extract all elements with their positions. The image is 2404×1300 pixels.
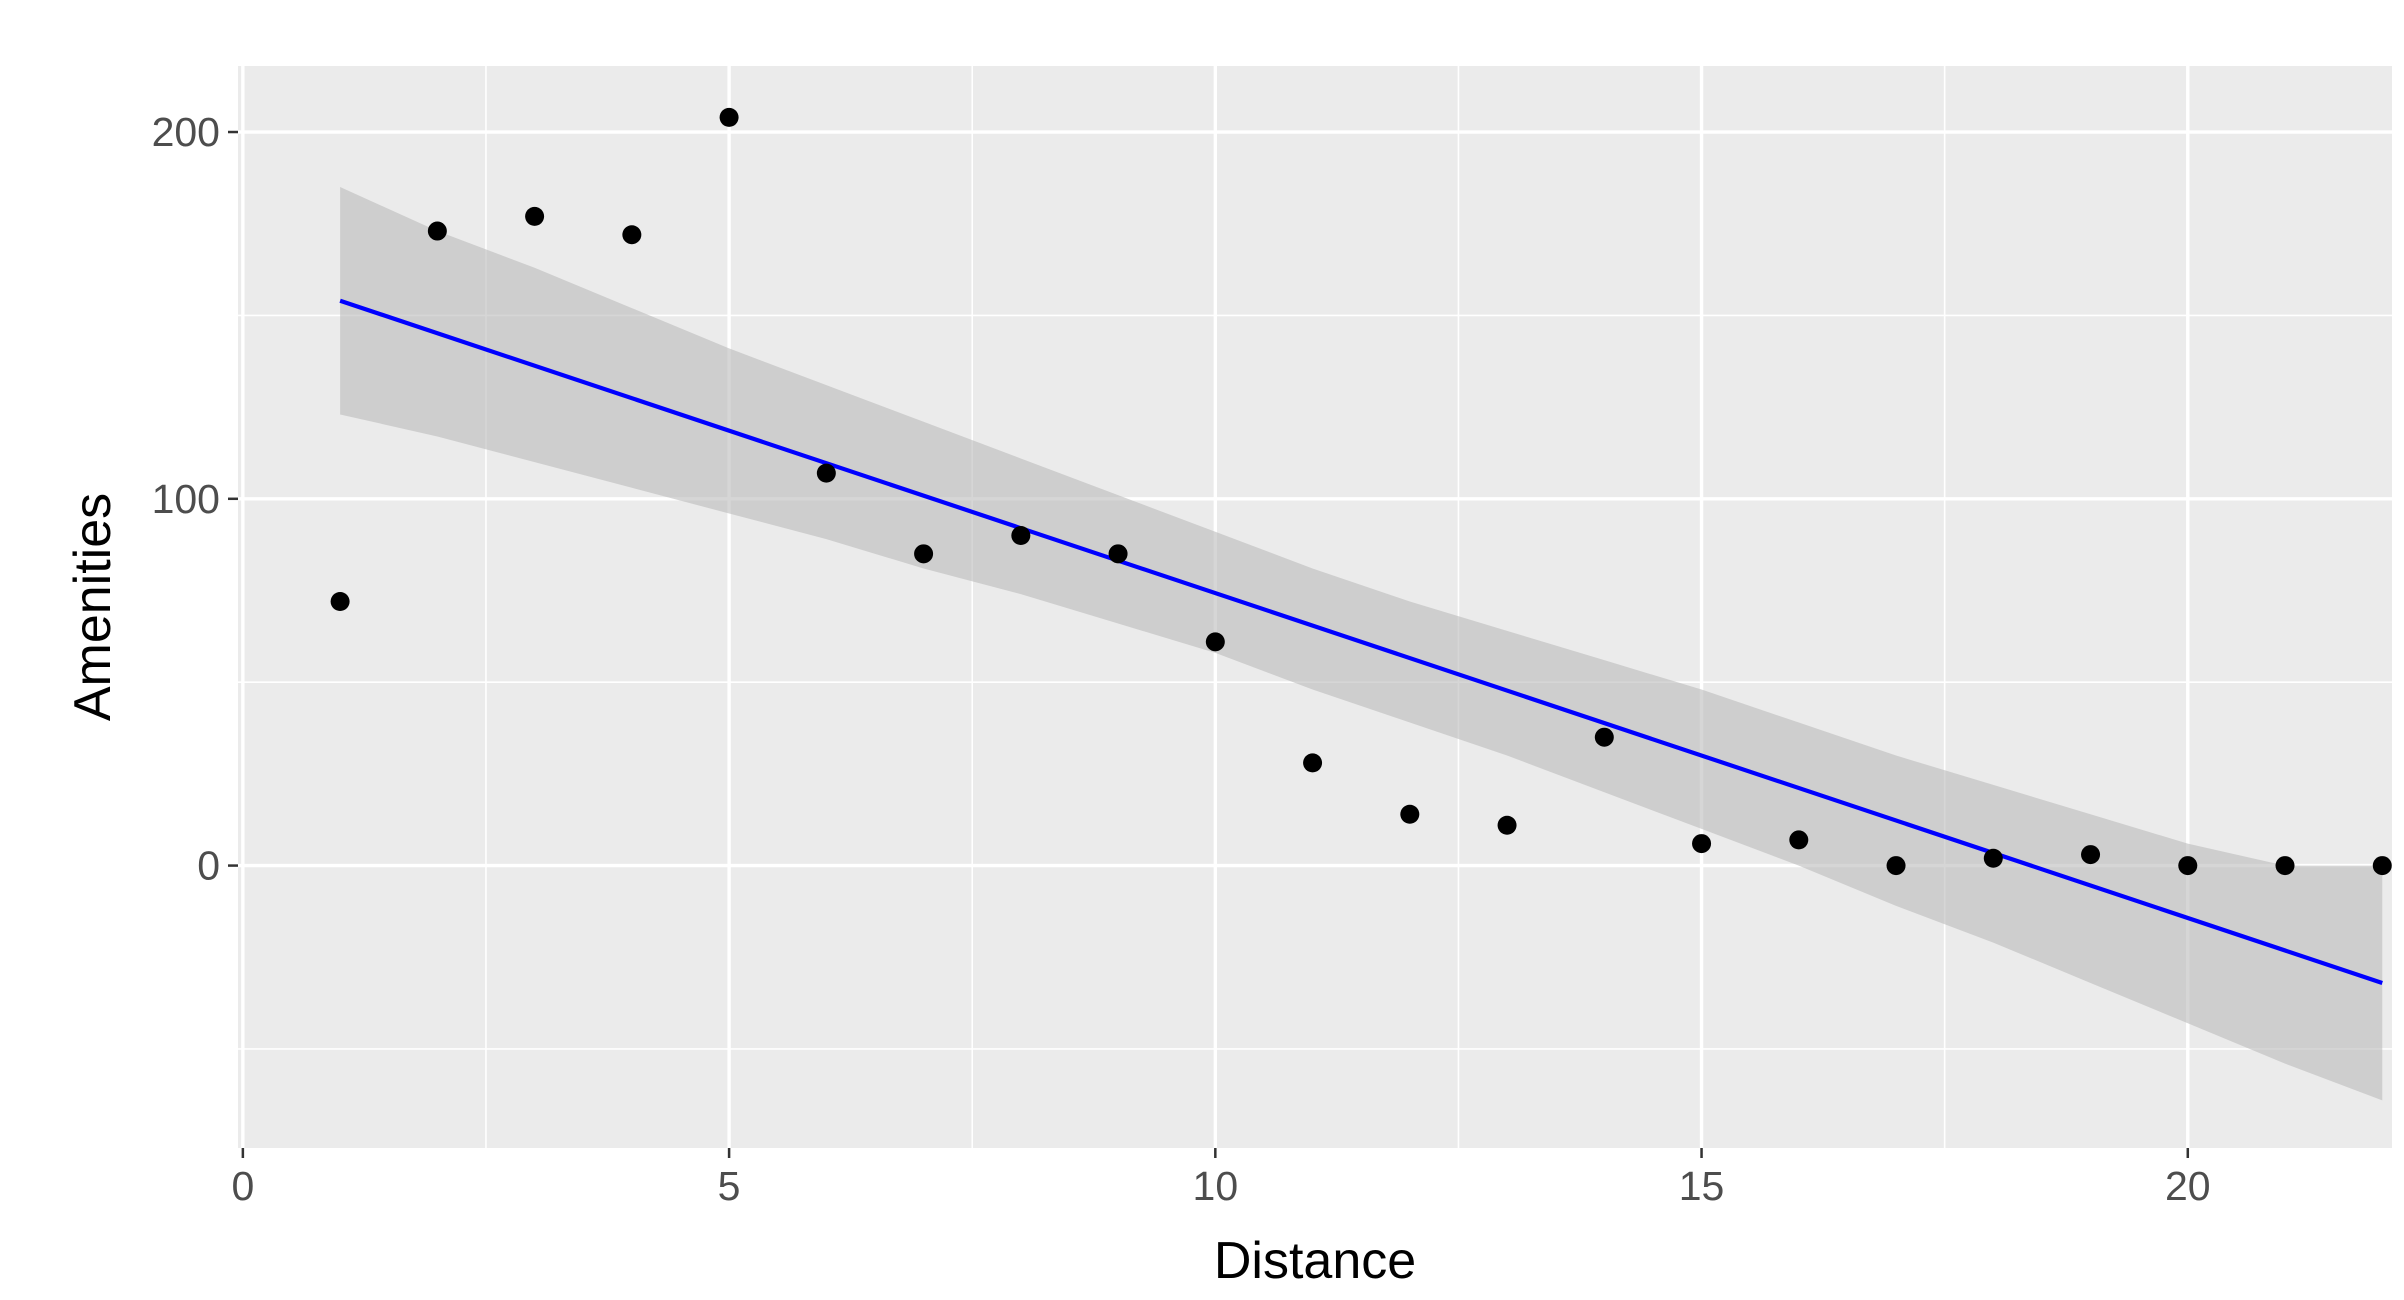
data-points-layer [330,107,2392,876]
data-point [816,463,836,483]
y-axis: 0 100 200 [152,109,238,889]
data-point [1789,830,1809,850]
data-point [1108,544,1128,564]
data-point [914,544,934,564]
data-point [427,221,447,241]
fit-line-layer [339,298,2383,985]
x-axis: 0 5 10 15 20 [231,1148,2211,1209]
data-point [719,107,739,127]
x-tick-label: 20 [2165,1163,2211,1209]
x-tick-label: 5 [718,1163,741,1209]
data-point [2275,856,2295,876]
data-point [330,591,350,611]
data-point [1886,856,1906,876]
data-point [525,206,545,226]
data-point [622,225,642,245]
y-tick-label: 0 [197,843,220,889]
data-point [1400,804,1420,824]
x-tick-label: 15 [1679,1163,1725,1209]
data-point [2081,845,2101,865]
data-point [1011,525,1031,545]
data-point [1303,753,1323,773]
x-tick-label: 10 [1193,1163,1239,1209]
x-tick-label: 0 [231,1163,254,1209]
regression-line [339,298,2383,985]
x-axis-title: Distance [1214,1232,1416,1290]
data-point [1692,834,1712,854]
data-point [1594,727,1614,747]
y-tick-label: 100 [152,476,220,522]
data-point [1205,632,1225,652]
y-tick-label: 200 [152,109,220,155]
data-point [2372,856,2392,876]
data-point [2178,856,2198,876]
y-axis-title: Amenities [64,493,122,721]
data-point [1497,815,1517,835]
data-point [1983,848,2003,868]
